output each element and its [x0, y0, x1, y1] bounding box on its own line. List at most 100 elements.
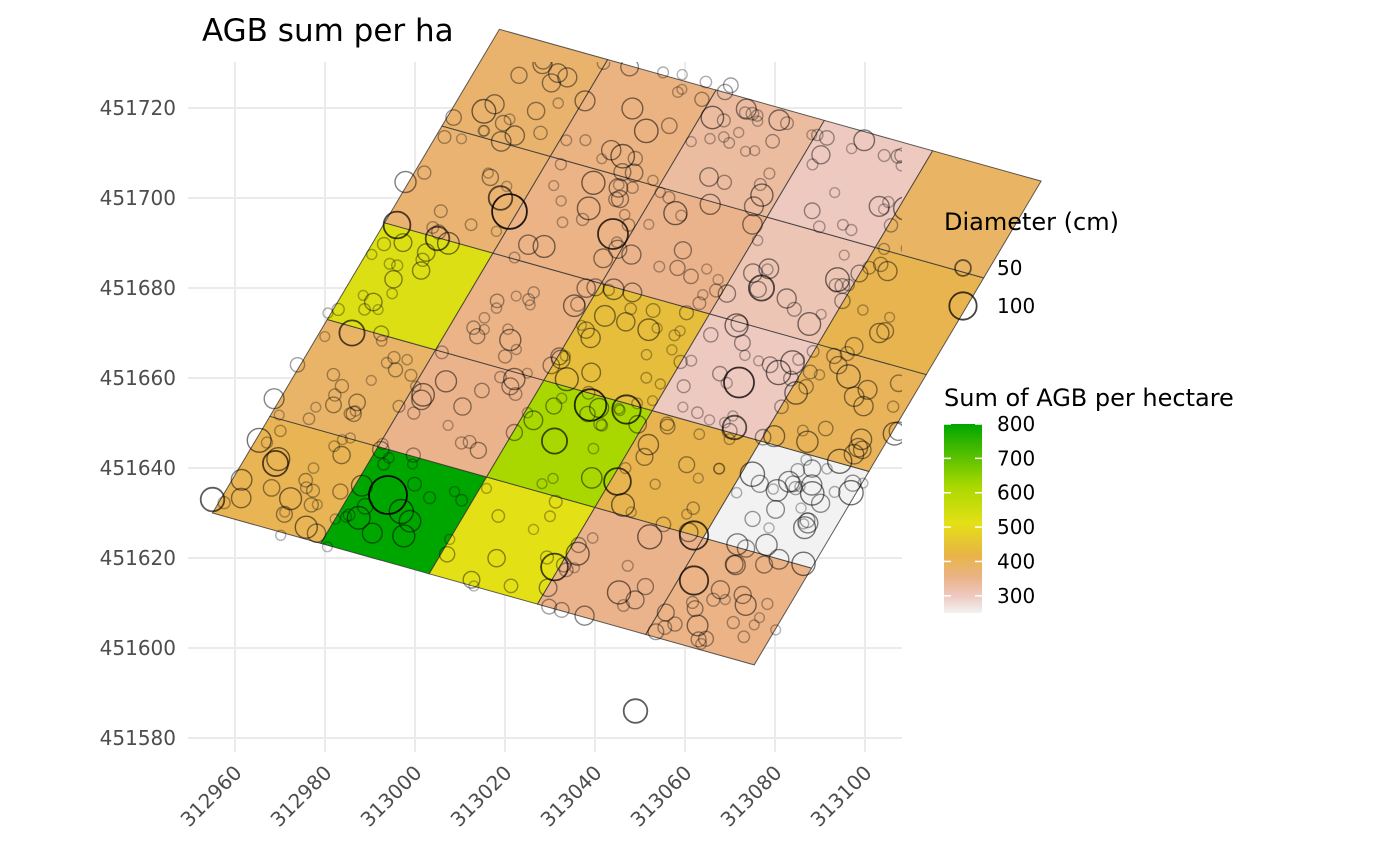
tree-circle — [593, 248, 614, 269]
tree-circle — [626, 181, 639, 195]
tree-circle — [398, 509, 422, 533]
y-axis-tick-labels: 451580 451600 451620 451640 451660 451680 4517… — [100, 96, 176, 750]
tree-circle — [401, 353, 413, 366]
tree-circle — [812, 220, 826, 234]
plot-cell — [874, 150, 1042, 279]
tree-circle — [806, 158, 819, 171]
tree-circle — [434, 370, 458, 393]
tree-circle — [230, 487, 252, 509]
tree-circles — [199, 25, 902, 724]
tree-circle — [792, 516, 817, 540]
tree-circle — [618, 208, 631, 221]
tree-circle — [530, 25, 540, 35]
tree-circle — [748, 274, 776, 302]
tree-circle — [828, 485, 841, 499]
tree-circle — [606, 580, 632, 605]
tree-circle — [568, 562, 581, 574]
tree-circle — [536, 478, 548, 490]
tree-circle — [676, 379, 691, 394]
tree-circle — [643, 218, 655, 231]
tree-circle — [415, 252, 430, 267]
tree-circle — [438, 546, 456, 563]
tree-circle — [659, 418, 676, 435]
tree-circle — [423, 491, 437, 505]
tree-circle — [761, 263, 774, 276]
tree-circle — [677, 401, 689, 413]
tree-circle — [491, 509, 506, 523]
tree-circle — [437, 129, 452, 144]
fill-legend-label: 700 — [997, 446, 1035, 470]
tree-circle — [349, 405, 362, 417]
tree-circle — [900, 244, 902, 253]
tree-circle — [659, 416, 675, 432]
tree-circle — [708, 283, 724, 298]
tree-circle — [763, 167, 776, 180]
tree-circle — [685, 595, 700, 610]
tree-circle — [477, 124, 490, 137]
tree-circle — [508, 387, 523, 402]
tree-circle — [751, 234, 764, 247]
tree-circle — [411, 389, 432, 411]
tree-circle — [770, 624, 782, 636]
tree-circle — [617, 599, 631, 613]
tree-circle — [749, 280, 767, 299]
tree-circle — [491, 193, 528, 230]
tree-circle — [701, 263, 713, 275]
y-tick-label: 451580 — [100, 726, 176, 750]
tree-circle — [263, 388, 285, 410]
tree-circle — [717, 131, 730, 143]
tree-circle — [750, 183, 774, 207]
tree-circle — [877, 242, 891, 256]
tree-circle — [391, 259, 404, 272]
tree-circle — [876, 322, 895, 341]
tree-circle — [763, 522, 775, 534]
tree-circle — [761, 356, 779, 374]
tree-circle — [704, 132, 716, 145]
tree-circle — [739, 461, 766, 488]
tree-circle — [404, 368, 418, 382]
tree-circle — [786, 301, 802, 317]
tree-circle — [836, 218, 849, 231]
tree-circle — [743, 263, 763, 283]
tree-circle — [721, 414, 748, 441]
tree-circle — [261, 449, 289, 477]
tree-circle — [749, 145, 761, 157]
tree-circle — [557, 67, 578, 88]
tree-circle — [799, 512, 816, 529]
tree-circle — [365, 374, 377, 387]
x-tick-label: 313020 — [446, 761, 517, 832]
tree-circle — [499, 328, 522, 352]
tree-circle — [622, 698, 649, 724]
tree-circle — [730, 486, 743, 499]
tree-circle — [424, 225, 451, 252]
tree-circle — [387, 362, 404, 378]
tree-circle — [895, 159, 902, 172]
tree-circle — [716, 83, 734, 101]
tree-circle — [521, 406, 534, 419]
tree-circle — [657, 620, 673, 636]
tree-circle — [868, 195, 890, 217]
tree-circle — [646, 395, 659, 407]
tree-circle — [845, 223, 858, 237]
tree-circle — [522, 293, 536, 307]
tree-circle — [691, 406, 704, 420]
tree-circle — [559, 350, 571, 362]
tree-circle — [676, 83, 688, 95]
tree-circle — [743, 196, 764, 217]
tree-circle — [799, 480, 825, 506]
tree-circle — [750, 109, 764, 122]
tree-circle — [750, 474, 769, 493]
tree-circle — [303, 497, 319, 513]
tree-circle — [387, 350, 401, 365]
tree-circle — [685, 354, 698, 367]
y-tick-label: 451620 — [100, 546, 176, 570]
tree-circle — [266, 447, 291, 472]
tree-circle — [357, 289, 369, 302]
tree-circle — [686, 600, 704, 618]
tree-circle — [692, 296, 707, 311]
tree-circle — [199, 486, 226, 513]
tree-circle — [767, 483, 780, 495]
tree-circle — [581, 170, 606, 196]
tree-circle — [857, 379, 878, 400]
tree-circle — [802, 364, 818, 380]
